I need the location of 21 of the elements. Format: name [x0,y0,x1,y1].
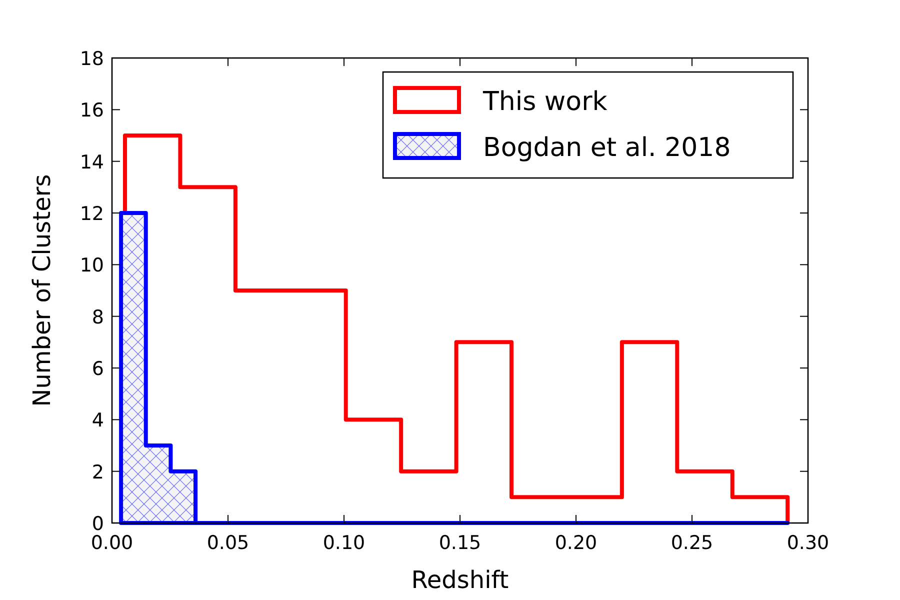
legend-label: Bogdan et al. 2018 [483,133,731,163]
x-axis-title: Redshift [411,566,509,594]
y-tick-label: 18 [80,48,104,70]
y-tick-label: 12 [80,203,104,225]
y-tick-label: 0 [92,513,104,535]
x-tick-label: 0.25 [670,532,714,554]
y-tick-label: 2 [92,461,104,484]
y-tick-label: 8 [92,306,104,328]
legend-label: This work [482,87,608,117]
y-tick-label: 6 [92,358,104,380]
x-tick-label: 0.00 [90,532,134,554]
x-tick-label: 0.10 [322,532,366,554]
y-axis-title: Number of Clusters [28,174,56,407]
x-tick-label: 0.15 [438,532,482,554]
x-tick-label: 0.05 [206,532,250,554]
y-tick-label: 14 [80,151,104,174]
y-tick-label: 4 [92,410,104,432]
y-tick-label: 16 [80,100,104,122]
x-tick-label: 0.20 [554,532,598,554]
y-tick-label: 10 [80,254,104,277]
x-tick-label: 0.30 [786,532,830,554]
